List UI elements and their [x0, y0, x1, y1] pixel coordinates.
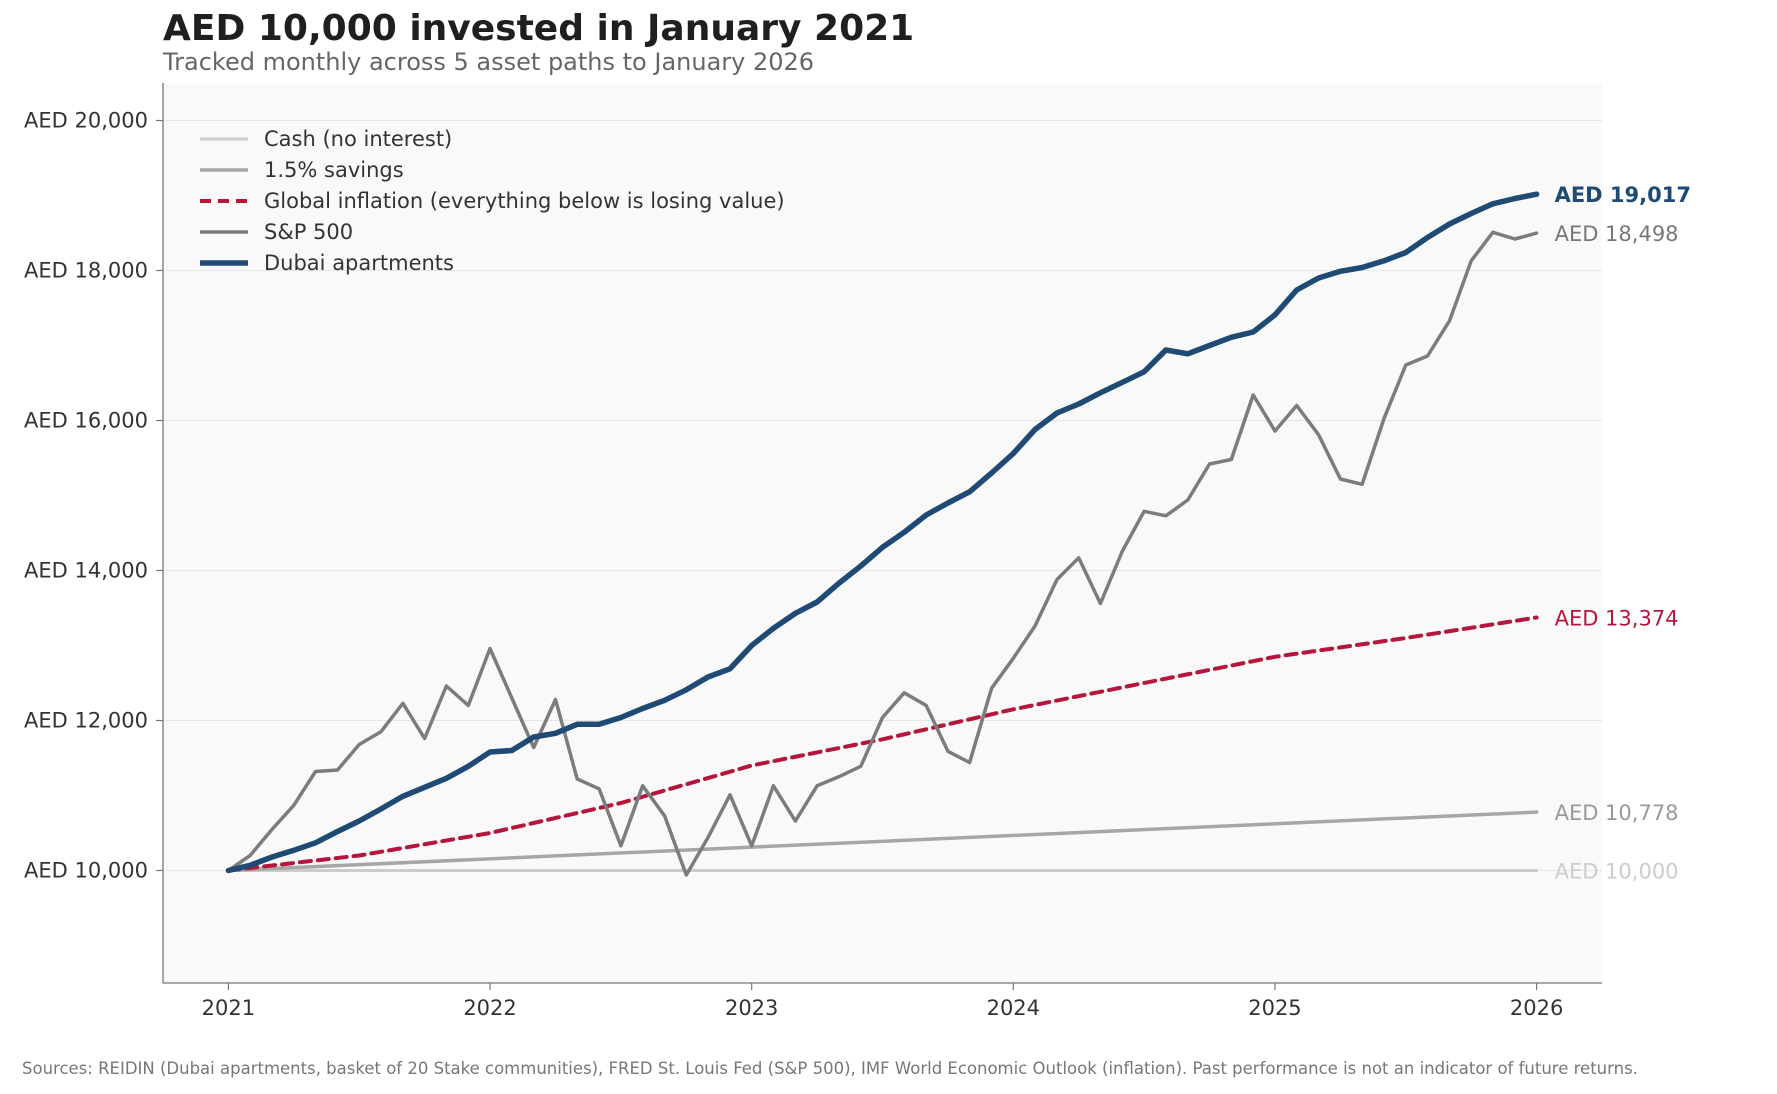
- legend: Cash (no interest) 1.5% savings Global inf…: [200, 127, 785, 275]
- legend-label-dubai: Dubai apartments: [264, 251, 454, 275]
- legend-label-sp500: S&P 500: [264, 220, 353, 244]
- chart-title: AED 10,000 invested in January 2021: [163, 8, 915, 49]
- y-tick-label: AED 16,000: [24, 409, 148, 433]
- series-line-savings: [226, 810, 1539, 873]
- x-tick-label: 2023: [725, 996, 778, 1020]
- end-labels: AED 10,000 AED 10,778 AED 13,374 AED 18,498…: [1555, 183, 1691, 883]
- legend-label-savings: 1.5% savings: [264, 158, 404, 182]
- series-line-sp500: [226, 230, 1539, 877]
- y-tick-label: AED 10,000: [24, 859, 148, 883]
- end-label-cash: AED 10,000: [1555, 860, 1679, 884]
- end-label-inflation: AED 13,374: [1555, 606, 1679, 630]
- series-lines: [225, 191, 1540, 877]
- x-tick-label: 2021: [202, 996, 255, 1020]
- series-line-inflation: [226, 615, 1539, 873]
- sources-footnote: Sources: REIDIN (Dubai apartments, baske…: [22, 1059, 1638, 1078]
- series-line-dubai: [225, 191, 1540, 874]
- y-tick-label: AED 18,000: [24, 259, 148, 283]
- end-label-dubai: AED 19,017: [1555, 183, 1691, 207]
- x-tick-label: 2022: [463, 996, 516, 1020]
- legend-label-cash: Cash (no interest): [264, 127, 452, 151]
- end-label-savings: AED 10,778: [1555, 801, 1679, 825]
- legend-label-inflation: Global inflation (everything below is lo…: [264, 189, 785, 213]
- chart-subtitle: Tracked monthly across 5 asset paths to …: [163, 48, 815, 76]
- plot-area: [163, 83, 1602, 983]
- y-tick-label: AED 20,000: [24, 109, 148, 133]
- x-tick-label: 2026: [1510, 996, 1563, 1020]
- axes: AED 10,000 AED 12,000 AED 14,000 AED 16,000…: [24, 83, 1602, 1020]
- y-tick-label: AED 14,000: [24, 559, 148, 583]
- x-tick-label: 2024: [987, 996, 1040, 1020]
- y-tick-label: AED 12,000: [24, 709, 148, 733]
- end-label-sp500: AED 18,498: [1555, 222, 1679, 246]
- x-tick-label: 2025: [1248, 996, 1301, 1020]
